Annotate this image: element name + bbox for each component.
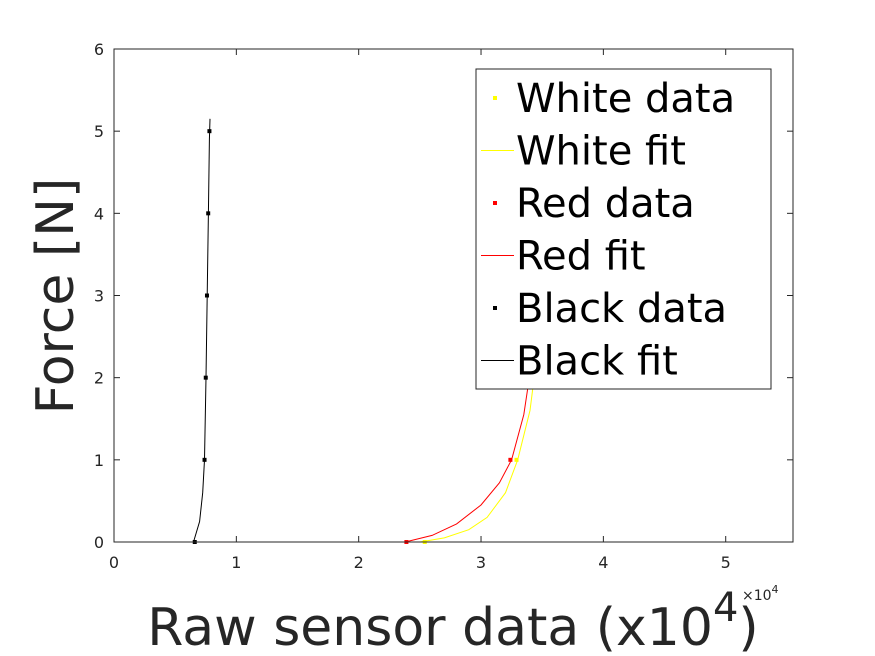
legend-label-red-fit: Red fit [516,234,646,280]
legend-label-red-data: Red data [516,181,695,227]
y-tick-label: 6 [94,40,104,59]
ticks-layer: 0 1 2 3 4 5 0 1 2 3 4 5 6 [94,40,793,572]
x-tick-label: 1 [231,553,241,572]
x-exponent-label: ×104 [742,583,779,604]
y-tick-label: 2 [94,369,104,388]
legend-swatch-black-data [493,306,497,310]
legend-label-white-fit: White fit [516,129,686,175]
legend: White data White fit Red data Red fit Black … [475,68,772,390]
y-tick-label: 1 [94,451,104,470]
legend-swatch-white-data [493,96,497,100]
legend-label-white-data: White data [516,76,735,122]
black-fit-line [193,118,211,543]
x-axis-label: Raw sensor data (x104) [147,585,758,656]
y-tick-label: 0 [94,533,104,552]
y-axis-label: Force [N] [26,178,86,415]
x-tick-label: 4 [598,553,608,572]
legend-label-black-data: Black data [516,286,727,332]
legend-swatch-red-data [493,201,497,205]
white-data-point [514,457,519,462]
red-data-point [508,457,513,462]
x-tick-label: 0 [109,553,119,572]
legend-label-black-fit: Black fit [516,339,678,385]
legend-box [475,68,772,390]
x-tick-label: 5 [721,553,731,572]
y-tick-label: 4 [94,204,104,223]
x-tick-label: 3 [476,553,486,572]
y-tick-label: 3 [94,287,104,306]
y-tick-label: 5 [94,122,104,141]
x-tick-label: 2 [354,553,364,572]
